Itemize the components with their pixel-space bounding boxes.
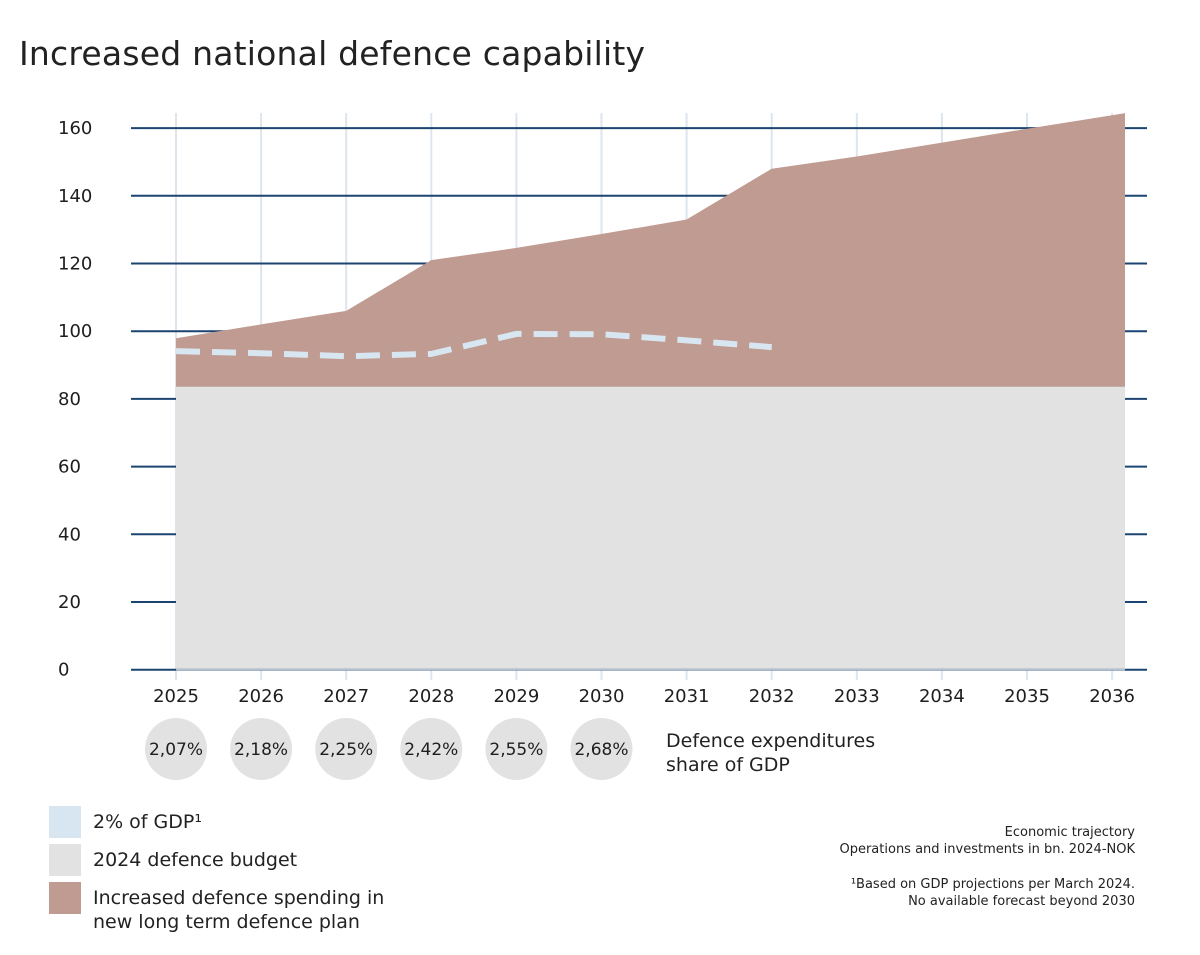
gdp-share-value: 2,18% [234,740,288,760]
legend-label: Increased defence spending in new long t… [93,886,384,934]
gdp-share-circle [400,718,463,780]
x-tick-label: 2025 [153,686,199,707]
legend-swatch-2024-budget [49,844,81,876]
x-tick-label: 2032 [749,686,795,707]
footnote-forecast: No available forecast beyond 2030 [908,894,1135,909]
x-tick-label: 2030 [579,686,625,707]
notes: Economic trajectory Operations and inves… [839,824,1135,910]
y-tick-label: 140 [58,186,92,207]
gdp-2pct-line [175,330,772,360]
gdp-share-value: 2,68% [574,740,628,760]
x-tick-label: 2031 [664,686,710,707]
gdp-share-value: 2,42% [404,740,458,760]
gdp-share-circle [315,718,378,780]
y-tick-label: 0 [58,660,69,681]
x-tick-label: 2029 [493,686,539,707]
gdp-share-circle [485,718,548,780]
gdp-share-circles: 2,07% 2,18% 2,25% 2,42% 2,55% 2,68% [145,718,633,780]
legend-label: 2% of GDP¹ [93,811,202,833]
gdp-share-label: Defence expenditures share of GDP [666,729,875,777]
y-tick-label: 100 [58,321,92,342]
gdp-share-circle [145,718,207,780]
areas [176,113,1125,671]
footnote-gdp-projection: ¹Based on GDP projections per March 2024… [850,877,1135,892]
gdp-share-circle [230,718,293,780]
legend-swatch-gdp-2pct [49,806,81,838]
x-tick-label: 2036 [1089,686,1135,707]
chart-title: Increased national defence capability [19,34,646,73]
gdp-share-circle [570,718,633,780]
note-economic-trajectory: Economic trajectory [1004,825,1135,840]
legend-swatch-increased-spending [49,882,81,914]
legend-label-line2: new long term defence plan [93,911,360,933]
legend-label: 2024 defence budget [93,849,298,871]
gdp-2pct-line-group [175,330,772,360]
gdp-share-label-line2: share of GDP [666,754,790,776]
x-tick-label: 2027 [323,686,369,707]
x-tick-label: 2026 [238,686,284,707]
y-tick-label: 160 [58,118,92,139]
gdp-share-value: 2,25% [319,740,373,760]
y-tick-label: 40 [58,524,81,545]
x-tick-label: 2034 [919,686,965,707]
x-axis-ticks: 2025 2026 2027 2028 2029 2030 2031 2032 2033 2034… [153,686,1135,707]
x-tick-label: 2033 [834,686,880,707]
gdp-share-label-line1: Defence expenditures [666,730,876,752]
y-tick-label: 80 [58,389,81,410]
note-units: Operations and investments in bn. 2024-N… [839,842,1135,857]
y-tick-label: 120 [58,254,92,275]
legend-label-line1: Increased defence spending in [93,887,385,909]
x-tick-label: 2035 [1004,686,1050,707]
y-tick-label: 60 [58,457,81,478]
y-axis-ticks: 0 20 40 60 80 100 120 140 160 [58,118,92,681]
gdp-share-value: 2,07% [149,740,203,760]
x-tick-label: 2028 [408,686,454,707]
area-2024-defence-budget [176,386,1125,669]
y-tick-label: 20 [58,592,81,613]
gdp-share-value: 2,55% [489,740,543,760]
